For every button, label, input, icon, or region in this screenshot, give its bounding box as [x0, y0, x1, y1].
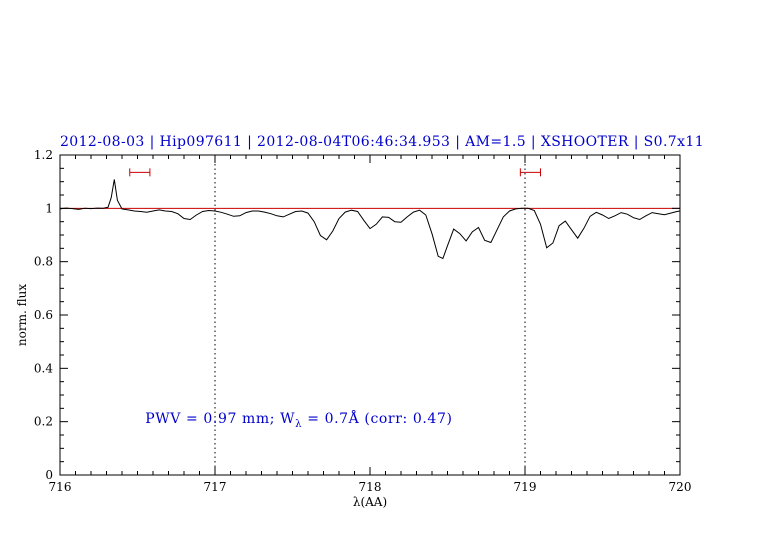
spectrum-line [59, 179, 681, 260]
y-tick-label: 0.8 [34, 255, 53, 269]
x-tick-label: 719 [514, 480, 537, 494]
y-axis-label: norm. flux [15, 283, 29, 347]
x-tick-label: 717 [204, 480, 227, 494]
y-tick-label: 0.2 [34, 415, 53, 429]
x-tick-label: 718 [359, 480, 382, 494]
x-axis-label: λ(AA) [352, 495, 388, 509]
y-tick-label: 1.2 [34, 148, 53, 162]
pwv-annotation: PWV = 0.97 mm; Wλ = 0.7Å (corr: 0.47) [145, 411, 452, 430]
x-tick-label: 720 [669, 480, 692, 494]
pwv-annotation-text-2: = 0.7Å (corr: 0.47) [302, 410, 453, 427]
pwv-annotation-subscript: λ [295, 418, 303, 430]
plot-title: 2012-08-03 | Hip097611 | 2012-08-04T06:4… [60, 134, 705, 150]
y-tick-label: 1 [45, 201, 53, 215]
x-tick-label: 716 [49, 480, 72, 494]
y-tick-label: 0.6 [34, 308, 53, 322]
pwv-annotation-text: PWV = 0.97 mm; W [145, 410, 296, 427]
y-tick-label: 0 [45, 468, 53, 482]
y-tick-label: 0.4 [34, 361, 53, 375]
